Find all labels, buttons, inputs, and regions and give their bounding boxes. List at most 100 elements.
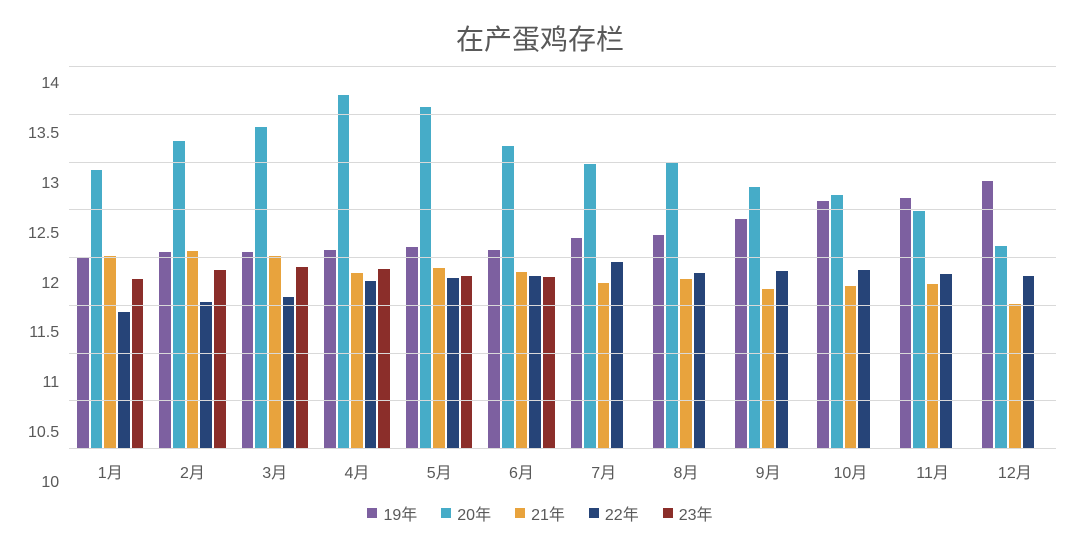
- bar: [420, 107, 432, 448]
- bar: [91, 170, 103, 448]
- bar: [653, 235, 665, 448]
- y-axis: 1413.51312.51211.51110.510: [28, 66, 69, 483]
- x-axis-tick: 1月: [69, 459, 151, 483]
- bar: [433, 268, 445, 448]
- chart-title: 在产蛋鸡存栏: [0, 0, 1080, 66]
- grid-line: [69, 353, 1056, 354]
- bar: [762, 289, 774, 448]
- bar: [488, 250, 500, 448]
- bar: [831, 195, 843, 448]
- bar: [502, 146, 514, 448]
- bar: [982, 181, 994, 448]
- bar: [283, 297, 295, 448]
- bar: [598, 283, 610, 448]
- x-axis-tick: 7月: [563, 459, 645, 483]
- x-axis-tick: 2月: [151, 459, 233, 483]
- x-axis-tick: 11月: [891, 459, 973, 483]
- x-axis: 1月2月3月4月5月6月7月8月9月10月11月12月: [69, 449, 1056, 483]
- y-axis-tick: 10: [41, 474, 59, 492]
- legend-swatch: [663, 508, 673, 518]
- bar: [927, 284, 939, 448]
- legend-swatch: [515, 508, 525, 518]
- bar: [858, 270, 870, 448]
- legend-label: 20年: [457, 501, 491, 525]
- legend-label: 23年: [679, 501, 713, 525]
- legend: 19年 20年 21年 22年 23年: [0, 483, 1080, 539]
- legend-label: 21年: [531, 501, 565, 525]
- bar: [529, 276, 541, 448]
- y-axis-tick: 11: [43, 374, 60, 392]
- bar: [735, 219, 747, 448]
- legend-item: 21年: [515, 501, 565, 525]
- bar: [214, 270, 226, 448]
- grid-line: [69, 257, 1056, 258]
- y-axis-tick: 14: [41, 75, 59, 93]
- bar: [365, 281, 377, 448]
- bar: [543, 277, 555, 448]
- bar: [900, 198, 912, 448]
- plot-area: [69, 66, 1056, 449]
- bar: [611, 262, 623, 448]
- x-axis-tick: 5月: [398, 459, 480, 483]
- bar: [338, 95, 350, 448]
- bar: [406, 247, 418, 448]
- bar: [940, 274, 952, 448]
- x-axis-tick: 8月: [645, 459, 727, 483]
- y-axis-tick: 11.5: [29, 324, 59, 342]
- bar: [200, 302, 212, 448]
- bar: [817, 201, 829, 448]
- grid-line: [69, 448, 1056, 449]
- y-axis-tick: 13.5: [28, 125, 59, 143]
- bar: [776, 271, 788, 448]
- bar: [296, 267, 308, 448]
- chart-container: 在产蛋鸡存栏 14 13.5 13 12.5 12 11.5 11 10.5 10 1月2月3月…: [0, 0, 1080, 539]
- plot-row: 1413.51312.51211.51110.510 1月2月3月4月5月6月7…: [0, 66, 1080, 483]
- x-axis-tick: 6月: [480, 459, 562, 483]
- grid-line: [69, 66, 1056, 67]
- grid-line: [69, 305, 1056, 306]
- y-axis-tick: 13: [41, 175, 59, 193]
- bar: [571, 238, 583, 448]
- x-axis-tick: 12月: [974, 459, 1056, 483]
- bar: [173, 141, 185, 449]
- legend-label: 22年: [605, 501, 639, 525]
- legend-item: 19年: [367, 501, 417, 525]
- bar: [378, 269, 390, 448]
- bar: [242, 252, 254, 448]
- grid-line: [69, 400, 1056, 401]
- bar: [118, 312, 130, 448]
- x-axis-tick: 3月: [234, 459, 316, 483]
- x-axis-tick: 10月: [809, 459, 891, 483]
- x-axis-tick: 9月: [727, 459, 809, 483]
- bar: [447, 278, 459, 448]
- legend-label: 19年: [383, 501, 417, 525]
- bar: [584, 164, 596, 448]
- legend-item: 23年: [663, 501, 713, 525]
- legend-item: 22年: [589, 501, 639, 525]
- legend-item: 20年: [441, 501, 491, 525]
- legend-swatch: [589, 508, 599, 518]
- bar: [516, 272, 528, 448]
- bar: [187, 251, 199, 448]
- bar: [845, 286, 857, 448]
- bar: [324, 250, 336, 448]
- bar: [913, 211, 925, 448]
- x-axis-tick: 4月: [316, 459, 398, 483]
- plot-outer: 1月2月3月4月5月6月7月8月9月10月11月12月: [69, 66, 1056, 483]
- bar: [461, 276, 473, 448]
- y-axis-tick: 12.5: [28, 225, 59, 243]
- bar: [1023, 276, 1035, 448]
- bar: [159, 252, 171, 448]
- bar: [995, 246, 1007, 448]
- y-axis-tick: 10.5: [28, 424, 59, 442]
- bar: [351, 273, 363, 448]
- grid-line: [69, 114, 1056, 115]
- grid-line: [69, 209, 1056, 210]
- bar: [1009, 304, 1021, 448]
- bar: [694, 273, 706, 448]
- grid-line: [69, 162, 1056, 163]
- y-axis-tick: 12: [41, 275, 59, 293]
- legend-swatch: [441, 508, 451, 518]
- legend-swatch: [367, 508, 377, 518]
- bar: [749, 187, 761, 448]
